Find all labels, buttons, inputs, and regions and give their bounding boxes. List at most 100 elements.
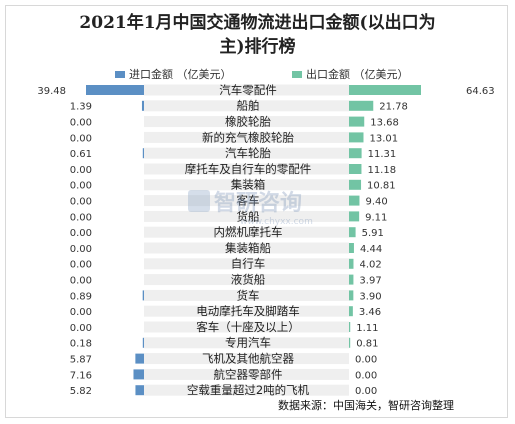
category-band [144,147,349,159]
category-band [144,163,349,175]
category-band [144,84,349,96]
export-bar [349,243,354,253]
category-label: 空载重量超过2吨的飞机 [187,383,310,397]
watermark-icon [188,190,210,212]
import-bar [142,290,144,301]
import-value-label: 0.00 [70,212,92,223]
category-label: 客车 [237,194,260,208]
export-bar [349,290,354,301]
import-value-label: 0.00 [70,307,92,318]
import-value-label: 5.87 [70,355,92,366]
category-label: 电动摩托车及脚踏车 [196,304,300,318]
import-value-label: 5.82 [70,386,92,397]
category-label: 客车（十座及以上） [196,320,300,334]
category-band [144,226,349,238]
export-value-label: 11.31 [368,149,397,160]
watermark-name: 智研咨询 [214,190,302,216]
export-value-label: 13.68 [370,118,399,129]
import-value-label: 0.00 [70,276,92,287]
import-value-label: 0.00 [70,323,92,334]
category-label: 摩托车及自行车的零配件 [185,162,312,176]
category-band [144,258,349,270]
import-bar [141,100,144,111]
export-bar [349,337,351,348]
import-value-label: 0.61 [70,149,92,160]
export-bar [349,179,362,190]
export-bar [349,306,353,317]
category-band [144,337,349,349]
category-band [144,131,349,143]
category-band [144,384,349,396]
legend-export-label: 出口金额 （亿美元） [306,68,409,81]
category-band [144,321,349,333]
import-bar [135,385,144,396]
import-value-label: 0.00 [70,133,92,144]
export-value-label: 9.11 [365,212,387,223]
export-value-label: 13.01 [369,133,398,144]
category-label: 集装箱 [231,178,266,192]
import-bar [142,337,144,348]
category-label: 自行车 [231,257,266,271]
import-value-label: 0.00 [70,197,92,208]
export-value-label: 0.81 [356,339,378,350]
import-value-label: 0.00 [70,260,92,271]
import-value-label: 0.18 [70,339,92,350]
import-bar [133,369,144,380]
category-label: 航空器零部件 [214,367,283,381]
watermark-url: www.chyxx.com [240,217,313,227]
category-band [144,100,349,112]
category-label: 集装箱船 [225,241,271,255]
export-bar [349,100,374,111]
import-value-label: 0.00 [70,118,92,129]
category-label: 橡胶轮胎 [225,115,271,129]
import-value-label: 0.00 [70,244,92,255]
export-bar [349,85,421,95]
category-label: 液货船 [231,273,266,287]
chart-frame [5,5,508,418]
category-label: 飞机及其他航空器 [202,352,294,366]
export-value-label: 1.11 [356,323,378,334]
legend-import: 进口金额 （亿美元） [115,66,232,82]
import-value-label: 39.48 [37,86,66,97]
export-value-label: 21.78 [379,102,408,113]
export-value-label: 3.90 [359,291,381,302]
category-label: 内燃机摩托车 [214,225,283,239]
category-label: 货车 [237,288,260,302]
category-label: 汽车轮胎 [225,146,271,160]
export-value-label: 11.18 [367,165,396,176]
import-value-label: 0.00 [70,165,92,176]
category-label: 专用汽车 [225,336,271,350]
category-band [144,179,349,191]
legend-import-swatch [115,70,125,78]
import-value-label: 0.89 [70,291,92,302]
import-value-label: 1.39 [70,102,92,113]
export-value-label: 4.02 [359,260,381,271]
import-bar [142,148,144,159]
category-band [144,368,349,380]
export-bar [349,116,365,127]
export-bar [349,274,354,285]
export-bar [349,132,364,143]
import-value-label: 0.00 [70,228,92,239]
category-band [144,210,349,222]
export-bar [349,195,360,206]
export-bar [349,258,354,269]
category-band [144,116,349,128]
category-label: 汽车零配件 [219,83,277,97]
export-value-label: 3.46 [359,307,381,318]
export-value-label: 4.44 [360,244,382,255]
export-bar [349,148,362,159]
category-band [144,274,349,286]
export-value-label: 0.00 [355,386,377,397]
category-band [144,353,349,365]
export-bar [349,227,356,238]
import-value-label: 7.16 [70,370,92,381]
export-value-label: 10.81 [367,181,396,192]
export-bar [349,164,362,174]
chart-title-line-2: 主)排行榜 [219,37,296,57]
legend-export-swatch [292,70,302,78]
export-bar [349,211,360,222]
category-band [144,289,349,301]
